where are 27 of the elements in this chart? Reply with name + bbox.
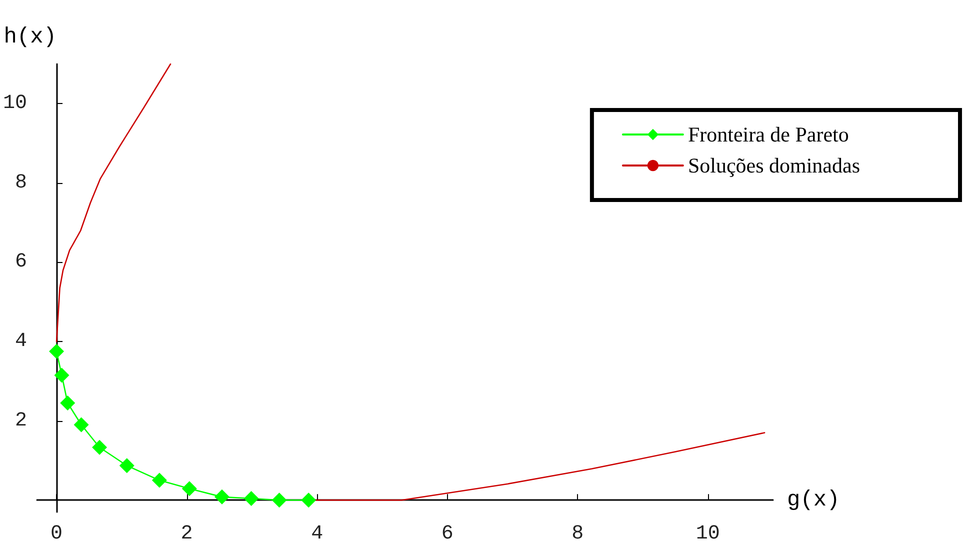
legend-label: Soluções dominadas: [688, 154, 860, 178]
point: [214, 489, 230, 504]
y-tick-label: 8: [14, 171, 28, 194]
point: [49, 344, 64, 359]
x-tick-label: 8: [572, 522, 584, 544]
x-axis-title: g(x): [787, 488, 840, 513]
x-tick-label: 6: [441, 522, 454, 544]
point: [182, 481, 197, 496]
point: [74, 417, 89, 432]
y-tick-label: 2: [14, 409, 28, 432]
point: [60, 395, 76, 410]
x-tick-label: 2: [180, 522, 193, 544]
point: [272, 492, 287, 508]
point: [119, 458, 134, 474]
x-tick-label: 0: [50, 522, 63, 544]
point: [301, 492, 316, 508]
point: [152, 472, 167, 488]
point: [54, 368, 70, 383]
legend-label: Fronteira de Pareto: [688, 122, 849, 146]
y-tick-label: 10: [2, 92, 28, 116]
x-tick-label: 4: [311, 522, 324, 544]
point: [244, 491, 259, 506]
y-tick-label: 6: [14, 250, 28, 274]
y-axis-title: h(x): [4, 24, 57, 50]
point: [92, 440, 108, 455]
x-tick-label: 10: [696, 522, 720, 544]
y-tick-label: 4: [14, 330, 28, 354]
